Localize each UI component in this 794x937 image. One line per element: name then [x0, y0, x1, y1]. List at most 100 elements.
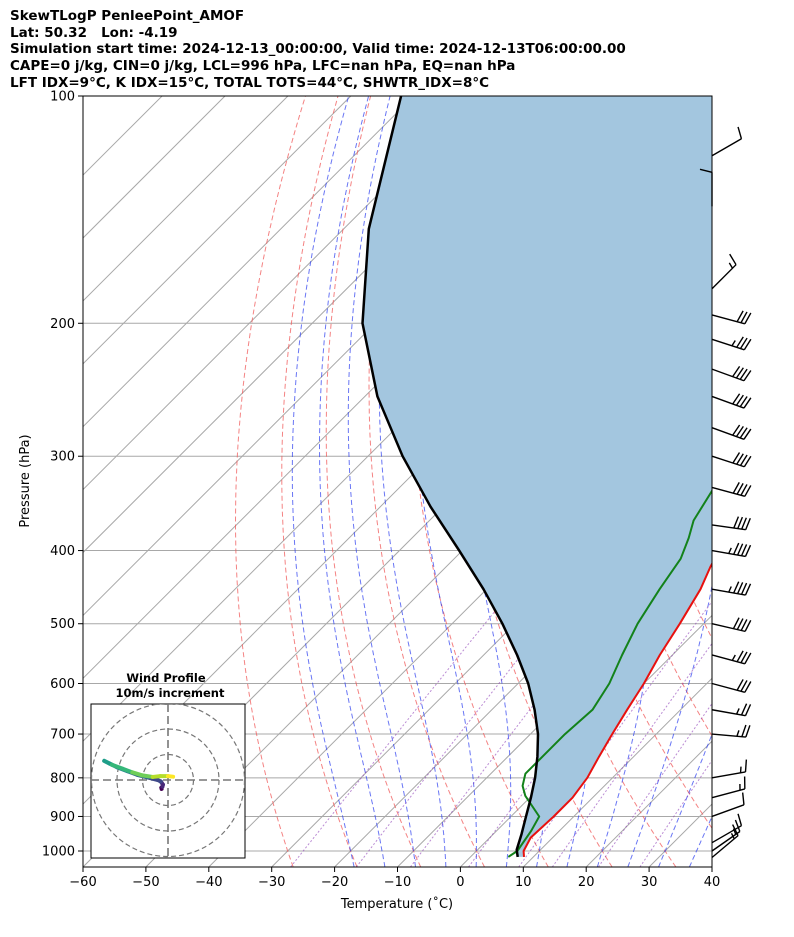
barb-flag — [740, 582, 748, 595]
barb-flag — [743, 397, 752, 409]
wind-barb-275 — [711, 424, 752, 440]
barb-flag — [740, 703, 748, 716]
dry-adiabat--10 — [325, 96, 422, 867]
barb-flag — [745, 725, 751, 738]
barb-staff — [711, 709, 746, 717]
barb-staff — [711, 455, 745, 468]
moist-adiabat-40 — [720, 96, 794, 867]
barb-flag — [735, 367, 744, 379]
dry-adiabat-0 — [368, 96, 485, 867]
barb-half-flag — [736, 730, 740, 737]
barb-flag — [744, 620, 752, 632]
barb-flag — [736, 310, 744, 323]
temperature-profile-line — [522, 561, 712, 857]
barb-half-flag — [728, 586, 732, 593]
time-line: Simulation start time: 2024-12-13_00:00:… — [10, 41, 626, 58]
barb-flag — [735, 394, 744, 406]
hodograph-title: Wind Profile — [126, 671, 206, 685]
barb-flag — [745, 517, 751, 530]
wind-barb-600 — [711, 679, 752, 693]
barb-staff — [711, 138, 742, 157]
y-tick-label-700: 700 — [50, 728, 75, 743]
isotherm--10 — [397, 551, 712, 867]
barb-staff — [711, 338, 745, 351]
barb-flag — [740, 311, 748, 324]
y-axis-ticks: 100 200 300 400 500 600 700 800 900 1000 — [42, 90, 83, 860]
barb-flag — [744, 759, 748, 772]
dry-adiabat--30 — [235, 96, 306, 867]
barb-staff — [711, 395, 745, 409]
wind-barbs — [699, 126, 752, 859]
barb-staff — [711, 825, 742, 844]
dry-adiabat-100 — [729, 96, 794, 867]
wind-barb-500 — [711, 617, 752, 633]
isotherm--120 — [83, 96, 477, 491]
barb-flag — [743, 370, 752, 382]
barb-staff — [711, 654, 746, 665]
barb-flag — [729, 253, 737, 266]
y-tick-label-100: 100 — [50, 90, 75, 105]
y-tick-label-500: 500 — [50, 617, 75, 632]
barb-flag — [739, 396, 748, 408]
moist-adiabat--20 — [291, 96, 355, 867]
barb-flag — [736, 453, 744, 465]
barb-flag — [737, 813, 743, 826]
barb-half-flag — [728, 262, 734, 269]
barb-flag — [740, 619, 748, 631]
barb-staff — [711, 368, 745, 382]
barb-flag — [743, 455, 752, 468]
x-tick-label--10: −10 — [384, 875, 411, 890]
cin-shaded-area — [362, 96, 712, 857]
wind-barb-900 — [711, 792, 745, 818]
barb-flag — [735, 425, 744, 437]
barb-flag — [734, 819, 741, 832]
barb-flag — [740, 680, 748, 692]
x-tick-label--20: −20 — [321, 875, 348, 890]
mixing-ratio-24 — [639, 759, 712, 867]
barb-flag — [740, 484, 748, 496]
moist-adiabat-30 — [658, 732, 712, 867]
barb-staff — [711, 264, 737, 290]
hodograph — [91, 704, 245, 858]
y-tick-label-1000: 1000 — [42, 845, 75, 860]
parcel-profile-line — [361, 96, 540, 858]
barb-staff — [711, 486, 746, 497]
wind-barb-450 — [711, 581, 752, 596]
barb-flag — [739, 337, 748, 349]
wind-barb-370 — [711, 516, 751, 531]
dewpoint-profile-line — [507, 488, 712, 858]
barb-flag — [744, 312, 752, 325]
barb-flag — [733, 542, 740, 555]
y-tick-label-900: 900 — [50, 810, 75, 825]
y-tick-label-800: 800 — [50, 771, 75, 786]
mixing-ratio-10 — [551, 642, 712, 867]
x-tick-label--40: −40 — [195, 875, 222, 890]
x-tick-label--30: −30 — [258, 875, 285, 890]
barb-flag — [732, 424, 741, 436]
barb-flag — [736, 679, 744, 691]
dry-adiabat--20 — [281, 96, 358, 867]
barb-staff — [711, 588, 746, 596]
barb-flag — [732, 482, 740, 494]
barb-flag — [741, 724, 747, 737]
barb-flag — [741, 792, 745, 805]
barb-staff — [711, 788, 746, 799]
barb-flag — [739, 454, 748, 466]
barb-flag — [736, 582, 744, 594]
barb-staff — [711, 427, 745, 440]
barb-flag — [732, 393, 741, 405]
barb-flag — [739, 368, 748, 380]
moist-adiabat--15 — [319, 96, 386, 867]
barb-half-flag — [735, 708, 740, 715]
barb-flag — [737, 126, 743, 139]
mixing-ratio-2 — [410, 558, 647, 867]
barb-flag — [744, 652, 752, 665]
barb-flag — [744, 583, 752, 596]
barb-flag — [744, 485, 752, 497]
barb-staff — [711, 314, 746, 325]
barb-flag — [736, 543, 744, 556]
barb-half-flag — [731, 340, 736, 347]
chart-header: SkewTLogP PenleePoint_AMOF Lat: 50.32 Lo… — [10, 8, 780, 92]
wind-barb-975 — [711, 813, 743, 844]
